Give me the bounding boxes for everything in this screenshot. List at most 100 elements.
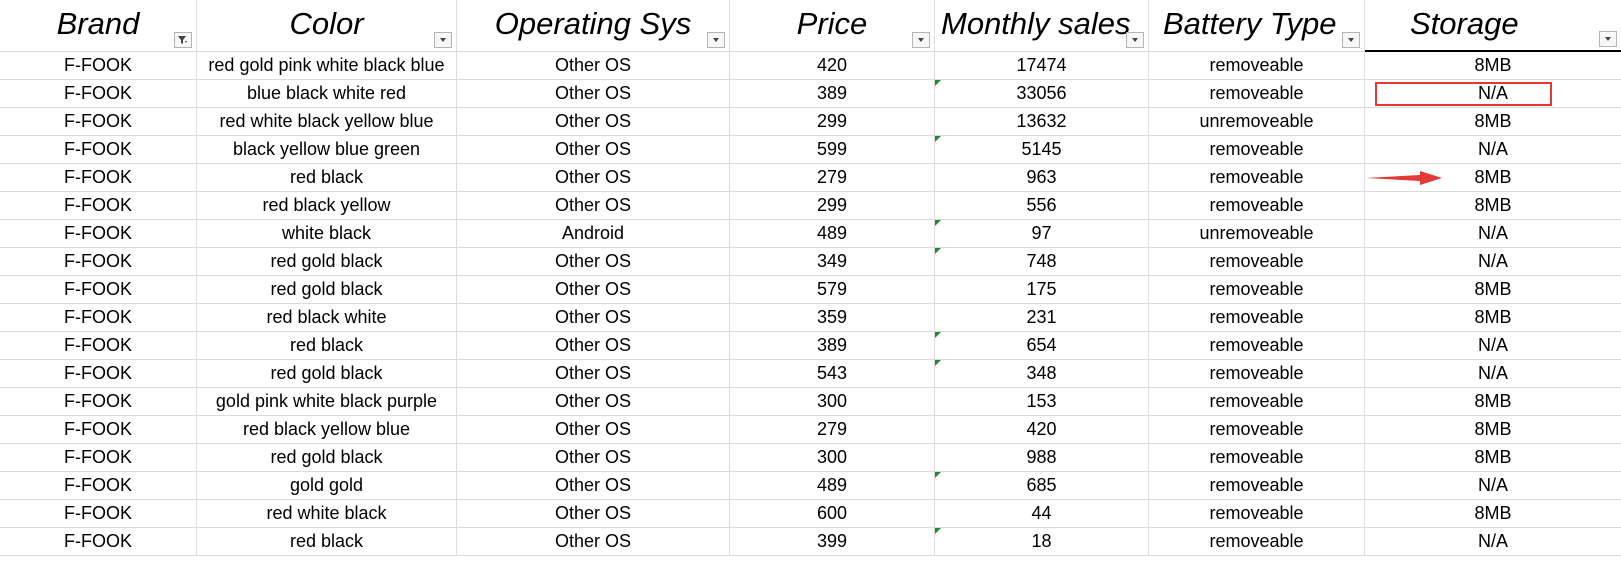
storage-cell[interactable]: N/A (1365, 472, 1621, 500)
color-cell[interactable]: red black white (197, 304, 457, 332)
brand-cell[interactable]: F-FOOK (0, 136, 197, 164)
sales-cell[interactable]: 748 (935, 248, 1149, 276)
storage-cell[interactable]: N/A (1365, 136, 1621, 164)
color-cell[interactable]: gold pink white black purple (197, 388, 457, 416)
brand-cell[interactable]: F-FOOK (0, 528, 197, 556)
os-cell[interactable]: Other OS (457, 192, 730, 220)
color-cell[interactable]: red white black yellow blue (197, 108, 457, 136)
os-cell[interactable]: Other OS (457, 164, 730, 192)
price-cell[interactable]: 600 (730, 500, 935, 528)
battery-cell[interactable]: removeable (1149, 52, 1365, 80)
battery-cell[interactable]: removeable (1149, 80, 1365, 108)
os-cell[interactable]: Other OS (457, 276, 730, 304)
storage-cell[interactable]: 8MB (1365, 192, 1621, 220)
brand-cell[interactable]: F-FOOK (0, 304, 197, 332)
color-cell[interactable]: red gold pink white black blue (197, 52, 457, 80)
battery-cell[interactable]: unremoveable (1149, 108, 1365, 136)
price-cell[interactable]: 359 (730, 304, 935, 332)
column-header-battery-type[interactable]: Battery Type (1149, 0, 1365, 52)
column-header-color[interactable]: Color (197, 0, 457, 52)
battery-cell[interactable]: removeable (1149, 276, 1365, 304)
sales-cell[interactable]: 231 (935, 304, 1149, 332)
column-header-storage[interactable]: Storage (1365, 0, 1621, 52)
storage-cell[interactable]: 8MB (1365, 108, 1621, 136)
battery-cell[interactable]: removeable (1149, 164, 1365, 192)
color-cell[interactable]: white black (197, 220, 457, 248)
price-cell[interactable]: 579 (730, 276, 935, 304)
os-cell[interactable]: Android (457, 220, 730, 248)
brand-cell[interactable]: F-FOOK (0, 332, 197, 360)
price-cell[interactable]: 489 (730, 472, 935, 500)
os-cell[interactable]: Other OS (457, 248, 730, 276)
filter-dropdown-icon[interactable] (1126, 32, 1144, 48)
os-cell[interactable]: Other OS (457, 500, 730, 528)
color-cell[interactable]: red black (197, 332, 457, 360)
price-cell[interactable]: 543 (730, 360, 935, 388)
battery-cell[interactable]: removeable (1149, 388, 1365, 416)
price-cell[interactable]: 299 (730, 192, 935, 220)
sales-cell[interactable]: 654 (935, 332, 1149, 360)
sales-cell[interactable]: 13632 (935, 108, 1149, 136)
brand-cell[interactable]: F-FOOK (0, 52, 197, 80)
sales-cell[interactable]: 556 (935, 192, 1149, 220)
os-cell[interactable]: Other OS (457, 472, 730, 500)
price-cell[interactable]: 399 (730, 528, 935, 556)
brand-cell[interactable]: F-FOOK (0, 360, 197, 388)
os-cell[interactable]: Other OS (457, 444, 730, 472)
price-cell[interactable]: 279 (730, 164, 935, 192)
sales-cell[interactable]: 17474 (935, 52, 1149, 80)
sales-cell[interactable]: 420 (935, 416, 1149, 444)
color-cell[interactable]: red black (197, 164, 457, 192)
os-cell[interactable]: Other OS (457, 332, 730, 360)
os-cell[interactable]: Other OS (457, 304, 730, 332)
color-cell[interactable]: black yellow blue green (197, 136, 457, 164)
sales-cell[interactable]: 988 (935, 444, 1149, 472)
storage-cell[interactable]: N/A (1365, 248, 1621, 276)
price-cell[interactable]: 489 (730, 220, 935, 248)
storage-cell[interactable]: 8MB (1365, 388, 1621, 416)
battery-cell[interactable]: removeable (1149, 500, 1365, 528)
os-cell[interactable]: Other OS (457, 52, 730, 80)
battery-cell[interactable]: removeable (1149, 332, 1365, 360)
brand-cell[interactable]: F-FOOK (0, 444, 197, 472)
filter-dropdown-icon[interactable] (434, 32, 452, 48)
sales-cell[interactable]: 685 (935, 472, 1149, 500)
storage-cell[interactable]: 8MB (1365, 444, 1621, 472)
storage-cell[interactable]: 8MB (1365, 164, 1621, 192)
price-cell[interactable]: 299 (730, 108, 935, 136)
color-cell[interactable]: red gold black (197, 360, 457, 388)
storage-cell[interactable]: N/A (1365, 332, 1621, 360)
color-cell[interactable]: red gold black (197, 248, 457, 276)
brand-cell[interactable]: F-FOOK (0, 276, 197, 304)
brand-cell[interactable]: F-FOOK (0, 500, 197, 528)
os-cell[interactable]: Other OS (457, 528, 730, 556)
price-cell[interactable]: 349 (730, 248, 935, 276)
battery-cell[interactable]: removeable (1149, 360, 1365, 388)
os-cell[interactable]: Other OS (457, 136, 730, 164)
brand-cell[interactable]: F-FOOK (0, 108, 197, 136)
color-cell[interactable]: red gold black (197, 444, 457, 472)
filter-active-icon[interactable] (174, 32, 192, 48)
os-cell[interactable]: Other OS (457, 416, 730, 444)
battery-cell[interactable]: removeable (1149, 136, 1365, 164)
price-cell[interactable]: 389 (730, 332, 935, 360)
sales-cell[interactable]: 348 (935, 360, 1149, 388)
storage-cell[interactable]: N/A (1365, 80, 1621, 108)
os-cell[interactable]: Other OS (457, 360, 730, 388)
sales-cell[interactable]: 18 (935, 528, 1149, 556)
brand-cell[interactable]: F-FOOK (0, 192, 197, 220)
brand-cell[interactable]: F-FOOK (0, 80, 197, 108)
price-cell[interactable]: 300 (730, 388, 935, 416)
os-cell[interactable]: Other OS (457, 108, 730, 136)
brand-cell[interactable]: F-FOOK (0, 164, 197, 192)
brand-cell[interactable]: F-FOOK (0, 248, 197, 276)
color-cell[interactable]: red black yellow blue (197, 416, 457, 444)
storage-cell[interactable]: N/A (1365, 528, 1621, 556)
battery-cell[interactable]: removeable (1149, 444, 1365, 472)
price-cell[interactable]: 420 (730, 52, 935, 80)
storage-cell[interactable]: 8MB (1365, 276, 1621, 304)
sales-cell[interactable]: 5145 (935, 136, 1149, 164)
sales-cell[interactable]: 153 (935, 388, 1149, 416)
brand-cell[interactable]: F-FOOK (0, 416, 197, 444)
brand-cell[interactable]: F-FOOK (0, 220, 197, 248)
